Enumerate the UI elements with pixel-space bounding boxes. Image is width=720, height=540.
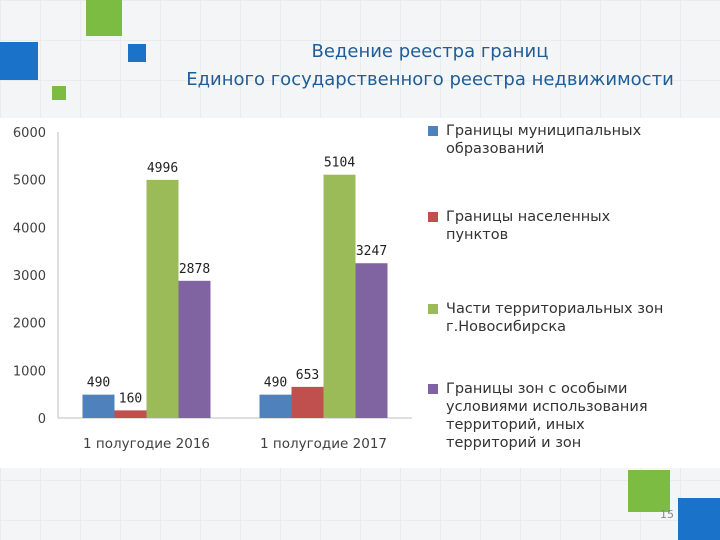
y-tick-label: 3000 (13, 269, 46, 284)
bar (291, 386, 324, 418)
bar (178, 280, 211, 418)
y-tick-label: 1000 (13, 364, 46, 379)
data-label: 3247 (356, 244, 387, 259)
data-label: 490 (264, 376, 287, 391)
y-tick-label: 6000 (13, 126, 46, 141)
y-tick-label: 0 (38, 412, 46, 427)
legend-label: Границы муниципальных образований (446, 123, 642, 157)
legend-item: Границы муниципальных образований (428, 122, 676, 158)
bar (323, 174, 356, 418)
page-number: 15 (660, 508, 674, 521)
legend-item: Границы зон с особыми условиями использо… (428, 380, 676, 452)
legend-label: Границы зон с особыми условиями использо… (446, 381, 648, 451)
data-label: 490 (87, 376, 110, 391)
y-tick-label: 5000 (13, 174, 46, 189)
decor-square (52, 86, 66, 100)
decor-square (628, 470, 670, 512)
decor-square (0, 42, 38, 80)
data-label: 2878 (179, 262, 210, 277)
data-label: 4996 (147, 161, 178, 176)
slide-title-line1: Ведение реестра границ (311, 41, 549, 62)
legend-swatch (428, 212, 438, 222)
legend-swatch (428, 304, 438, 314)
legend-label: Части территориальных зон г.Новосибирска (446, 301, 664, 335)
bar (259, 394, 292, 418)
y-tick-label: 4000 (13, 221, 46, 236)
bar (114, 410, 147, 418)
bar (82, 394, 115, 418)
y-tick-label: 2000 (13, 317, 46, 332)
bar (355, 263, 388, 418)
data-label: 5104 (324, 156, 355, 171)
legend-label: Границы населенных пунктов (446, 209, 611, 243)
bar (146, 179, 179, 418)
x-category-label: 1 полугодие 2017 (260, 436, 387, 452)
decor-square (128, 44, 146, 62)
decor-square (86, 0, 122, 36)
legend-item: Границы населенных пунктов (428, 208, 676, 244)
data-label: 653 (296, 368, 319, 383)
legend-swatch (428, 126, 438, 136)
data-label: 160 (119, 391, 142, 406)
slide-title-line2: Единого государственного реестра недвижи… (186, 69, 674, 90)
slide-title: Ведение реестра границ Единого государст… (100, 38, 720, 94)
decor-square (678, 498, 720, 540)
legend-swatch (428, 384, 438, 394)
legend-item: Части территориальных зон г.Новосибирска (428, 300, 676, 336)
x-category-label: 1 полугодие 2016 (83, 436, 210, 452)
